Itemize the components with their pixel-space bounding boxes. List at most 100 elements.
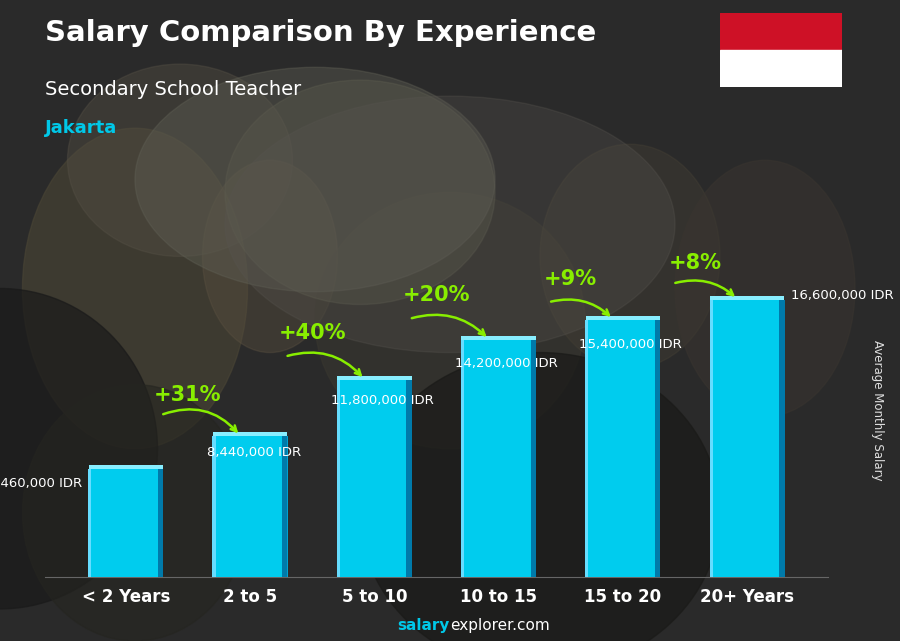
Bar (710, 296, 785, 300)
Bar (136, 469, 139, 577)
Bar (658, 320, 661, 577)
Bar (779, 300, 785, 577)
Bar (111, 469, 113, 577)
Bar (608, 320, 611, 577)
Bar (717, 300, 720, 577)
Bar (586, 316, 661, 320)
Bar (146, 469, 148, 577)
Bar (516, 340, 518, 577)
Bar (482, 340, 484, 577)
Bar (113, 469, 116, 577)
Bar (121, 469, 123, 577)
Bar (514, 340, 517, 577)
Bar (143, 469, 146, 577)
Text: Salary Comparison By Experience: Salary Comparison By Experience (45, 19, 596, 47)
Bar (476, 340, 479, 577)
Bar (733, 300, 735, 577)
Bar (464, 340, 466, 577)
Text: 11,800,000 IDR: 11,800,000 IDR (331, 394, 434, 407)
Bar (407, 380, 411, 577)
Bar (339, 380, 342, 577)
Bar (586, 320, 661, 577)
Bar (720, 13, 842, 50)
Bar (267, 437, 270, 577)
Bar (462, 340, 536, 577)
Bar (640, 320, 644, 577)
Bar (531, 340, 534, 577)
Bar (230, 437, 233, 577)
Bar (250, 437, 253, 577)
Bar (88, 465, 163, 469)
Bar (338, 380, 340, 577)
Ellipse shape (315, 192, 585, 449)
Bar (88, 469, 91, 577)
Bar (123, 469, 126, 577)
Bar (283, 437, 285, 577)
Bar (772, 300, 775, 577)
Bar (404, 380, 407, 577)
Bar (613, 320, 616, 577)
Ellipse shape (540, 144, 720, 369)
Bar (153, 469, 156, 577)
Bar (638, 320, 641, 577)
Bar (96, 469, 99, 577)
Bar (225, 437, 228, 577)
Bar (129, 469, 131, 577)
Bar (400, 380, 402, 577)
Bar (723, 300, 725, 577)
Bar (713, 300, 716, 577)
Bar (528, 340, 531, 577)
Bar (160, 469, 163, 577)
Bar (235, 437, 238, 577)
Bar (499, 340, 501, 577)
Bar (616, 320, 618, 577)
Bar (260, 437, 263, 577)
Bar (150, 469, 153, 577)
Bar (762, 300, 765, 577)
Bar (518, 340, 521, 577)
Text: 6,460,000 IDR: 6,460,000 IDR (0, 477, 82, 490)
Bar (130, 469, 133, 577)
Bar (212, 437, 287, 577)
Bar (486, 340, 489, 577)
Bar (531, 340, 536, 577)
Bar (734, 300, 737, 577)
Bar (494, 340, 497, 577)
Bar (479, 340, 482, 577)
Bar (648, 320, 651, 577)
Bar (628, 320, 631, 577)
Bar (106, 469, 109, 577)
Text: Secondary School Teacher: Secondary School Teacher (45, 80, 302, 99)
Bar (379, 380, 382, 577)
Bar (355, 380, 357, 577)
Bar (775, 300, 778, 577)
Text: +20%: +20% (402, 285, 470, 304)
Bar (387, 380, 390, 577)
Bar (233, 437, 236, 577)
Bar (352, 380, 355, 577)
Bar (508, 340, 511, 577)
Bar (710, 300, 713, 577)
Bar (94, 469, 96, 577)
Bar (240, 437, 243, 577)
Ellipse shape (360, 353, 720, 641)
Bar (274, 437, 278, 577)
Text: explorer.com: explorer.com (450, 618, 550, 633)
Bar (521, 340, 524, 577)
Text: +40%: +40% (278, 323, 346, 343)
Bar (158, 469, 161, 577)
Bar (220, 437, 223, 577)
Bar (273, 437, 275, 577)
Bar (285, 437, 288, 577)
Bar (133, 469, 136, 577)
Bar (243, 437, 246, 577)
Bar (506, 340, 508, 577)
Bar (245, 437, 248, 577)
Bar (222, 437, 226, 577)
Bar (407, 380, 410, 577)
Bar (359, 380, 362, 577)
Bar (709, 300, 713, 577)
Bar (384, 380, 387, 577)
Bar (750, 300, 752, 577)
Bar (593, 320, 596, 577)
